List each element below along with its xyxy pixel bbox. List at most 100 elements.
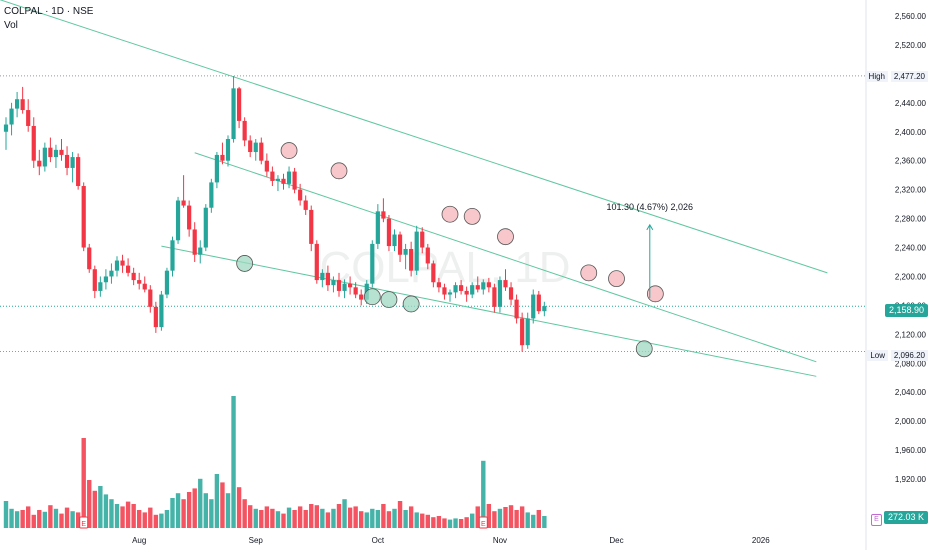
price-tick-label: 2,240.00 [895,244,927,253]
volume-bar [458,519,464,528]
date-axis-label: Dec [609,536,623,545]
candle-body [237,88,242,121]
candle-body [26,110,31,126]
price-tick-label: 2,080.00 [895,359,927,368]
volume-bar [148,507,153,528]
date-axis-label: Aug [132,536,146,545]
support-touch-marker[interactable] [380,291,398,309]
candle-body [181,200,186,206]
date-axis-label: Nov [493,536,507,545]
volume-bar [275,511,281,528]
volume-bar [31,514,36,528]
volume-bar [359,511,364,528]
price-tick-label: 2,320.00 [895,186,927,195]
resistance-touch-marker[interactable] [608,270,625,288]
volume-bar [303,510,308,528]
volume-bar [64,507,70,528]
earnings-flag[interactable]: E [478,516,488,529]
candle-body [420,231,425,248]
candle-body [314,243,319,281]
volume-bar [248,505,253,528]
candle-body [309,209,314,244]
volume-bar [420,513,425,528]
volume-bar [508,505,514,528]
candle-body [87,247,92,270]
support-touch-marker[interactable] [236,255,254,272]
candle-body [497,280,503,307]
resistance-touch-marker[interactable] [580,264,598,282]
candle-body [114,260,120,271]
resistance-touch-marker[interactable] [280,142,298,159]
candle-body [170,240,175,271]
candle-body [436,282,441,288]
candle-body [392,234,397,247]
candle-body [20,99,25,111]
volume-bar [514,510,519,528]
volume-bar [14,511,20,528]
volume-bar [87,480,92,528]
candle-body [453,285,458,293]
earnings-icon[interactable]: E [871,514,882,526]
price-tick-label: 2,280.00 [895,215,927,224]
support-trendline[interactable] [161,245,817,377]
volume-bar [170,498,175,528]
volume-bar [253,508,258,528]
candle-body [37,160,42,167]
date-axis-label: Sep [249,536,264,545]
price-tick-label: 1,920.00 [895,475,927,484]
support-touch-marker[interactable] [402,295,420,313]
watermark: COLPAL, 1D [319,243,570,292]
volume-bar [159,513,164,528]
candle-body [353,287,358,295]
volume-bar [347,507,353,528]
volume-bar [403,510,408,528]
candle-body [481,282,486,290]
resistance-touch-marker[interactable] [497,228,514,246]
candle-body [525,318,530,346]
candle-body [531,294,536,319]
support-touch-marker[interactable] [363,288,381,306]
volume-bar [481,460,486,528]
volume-bar [536,510,541,528]
earnings-flag[interactable]: E [79,516,89,529]
candle-body [209,182,214,208]
resistance-touch-marker[interactable] [330,162,348,180]
candle-body [198,247,203,255]
candle-body [175,200,181,241]
volume-bar [109,499,114,528]
volume-bar [81,438,86,528]
price-tick-label: 2,560.00 [895,12,927,21]
candle-body [325,272,330,286]
resistance-touch-marker[interactable] [463,208,481,225]
outer-resistance-trendline[interactable] [0,0,828,274]
volume-bar [436,516,442,528]
candle-body [253,142,258,153]
candle-body [15,99,20,109]
volume-bar [353,506,358,528]
low-value: 2,096.20 [890,350,928,361]
candle-body [103,276,108,283]
candle-body [320,272,325,281]
volume-bar [414,512,419,528]
candle-body [131,272,136,281]
candle-body [92,269,97,291]
symbol-header: COLPAL · 1D · NSE [4,6,94,17]
candle-body [9,108,14,125]
candle-body [81,186,86,248]
candle-body [431,263,436,283]
volume-bar [37,510,42,528]
inner-resistance-trendline[interactable] [194,152,817,363]
candle-body [281,178,286,184]
volume-bar [114,504,120,528]
volume-bar [270,508,275,528]
support-touch-marker[interactable] [635,340,653,358]
resistance-touch-marker[interactable] [646,285,664,303]
resistance-touch-marker[interactable] [441,205,459,223]
candle-body [508,287,514,300]
volume-bar [209,499,214,528]
candle-body [442,287,447,295]
candle-body [242,120,247,141]
volume-bar [519,506,525,528]
volume-bar [292,510,297,528]
